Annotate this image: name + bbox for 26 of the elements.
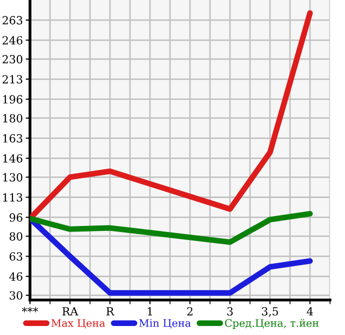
legend-label: Сред.Цена, т.йен: [225, 319, 319, 329]
y-tick-label: 246: [2, 36, 22, 45]
y-tick-label: 113: [3, 193, 22, 202]
x-tick-label: R: [106, 307, 114, 316]
y-tick-label: 146: [3, 154, 22, 163]
y-tick-label: 263: [2, 16, 22, 24]
x-tick-label: 3,5: [262, 307, 278, 317]
y-tick-label: 46: [9, 272, 22, 281]
x-tick-label: 2: [187, 307, 192, 316]
legend-label: Max Цена: [51, 319, 106, 328]
y-tick-label: 180: [3, 114, 22, 122]
legend-label: Min Цена: [139, 319, 191, 328]
x-tick-label: 4: [306, 307, 313, 316]
x-tick-label: RA: [62, 307, 78, 316]
y-tick-label: 80: [10, 232, 22, 241]
y-tick-label: 163: [3, 134, 22, 143]
y-tick-label: 63: [10, 252, 22, 261]
x-tick-label: 1: [148, 307, 152, 316]
x-tick-label: ***: [22, 307, 38, 312]
y-tick-label: 213: [2, 75, 22, 84]
y-tick-label: 130: [3, 173, 22, 182]
y-tick-label: 196: [3, 95, 22, 104]
y-tick-label: 30: [10, 291, 22, 300]
y-tick-label: 96: [10, 213, 22, 222]
x-tick-label: 3: [227, 307, 233, 316]
y-tick-label: 230: [2, 55, 22, 64]
